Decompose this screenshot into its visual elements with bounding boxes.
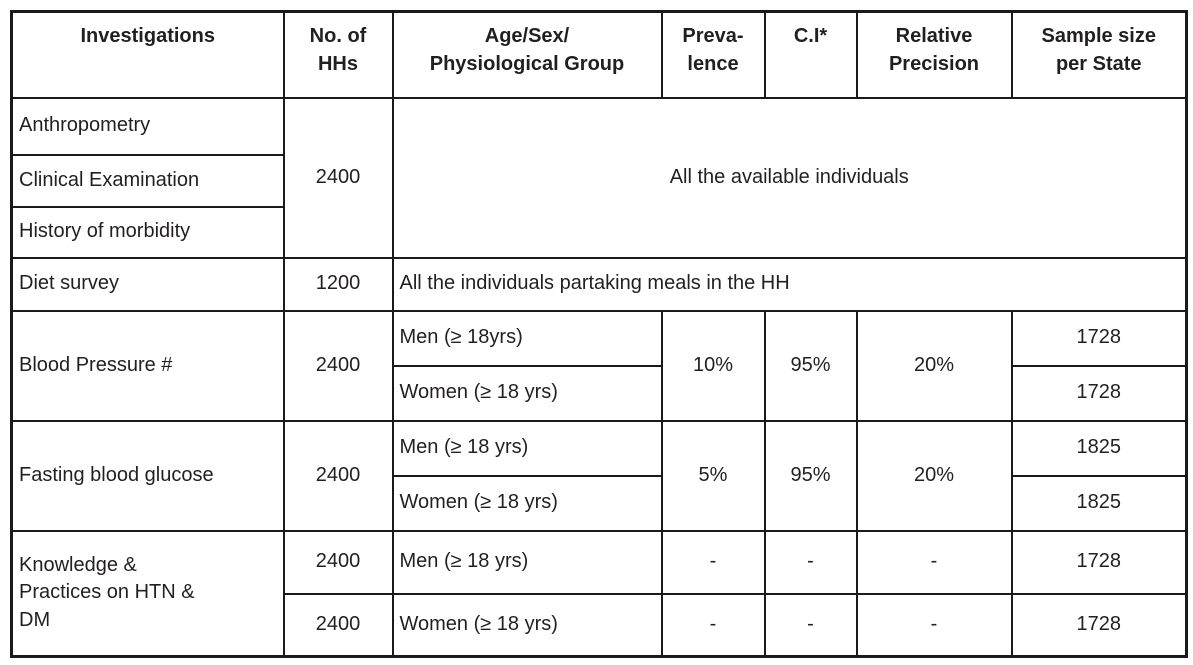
cell-bp-men-group: Men (≥ 18yrs) <box>391 309 663 367</box>
cell-kp-relative-precision-women: - <box>855 592 1013 658</box>
cell-kp-ci-men: - <box>763 529 858 595</box>
cell-group1-hhs: 2400 <box>282 96 394 259</box>
cell-kp-sample-women: 1728 <box>1010 592 1188 658</box>
table-row-blood-pressure-women: Women (≥ 18 yrs) 1728 <box>12 364 1188 422</box>
cell-fbg-prevalence: 5% <box>660 419 766 532</box>
header-investigations: Investigations <box>10 10 285 99</box>
cell-kp-ci-women: - <box>763 592 858 658</box>
cell-bp-ci: 95% <box>763 309 858 422</box>
cell-kp-men-group: Men (≥ 18 yrs) <box>391 529 663 595</box>
cell-kp-sample-men: 1728 <box>1010 529 1188 595</box>
cell-bp-relative-precision: 20% <box>855 309 1013 422</box>
cell-kp-relative-precision-men: - <box>855 529 1013 595</box>
cell-kp-label: Knowledge & Practices on HTN & DM <box>10 529 285 658</box>
cell-bp-prevalence: 10% <box>660 309 766 422</box>
cell-fbg-women-group: Women (≥ 18 yrs) <box>391 474 663 532</box>
table-row-knowledge-women: 2400 Women (≥ 18 yrs) - - - 1728 <box>12 592 1188 658</box>
cell-diet-label: Diet survey <box>10 256 285 312</box>
header-age-sex-group: Age/Sex/ Physiological Group <box>391 10 663 99</box>
header-relative-precision: Relative Precision <box>855 10 1013 99</box>
cell-fbg-sample-women: 1825 <box>1010 474 1188 532</box>
cell-bp-hhs: 2400 <box>282 309 394 422</box>
table-row-fasting-glucose-men: Fasting blood glucose 2400 Men (≥ 18 yrs… <box>10 419 1188 532</box>
cell-kp-prevalence-men: - <box>660 529 766 595</box>
cell-kp-hhs-men: 2400 <box>282 529 394 595</box>
cell-kp-women-group: Women (≥ 18 yrs) <box>391 592 663 658</box>
cell-fbg-sample-men: 1825 <box>1010 419 1188 477</box>
header-sample-size: Sample size per State <box>1010 10 1188 99</box>
header-no-of-hhs: No. of HHs <box>282 10 394 99</box>
table-row-blood-pressure-men: Blood Pressure # 2400 Men (≥ 18yrs) 10% … <box>10 309 1188 422</box>
cell-diet-hhs: 1200 <box>282 256 394 312</box>
cell-fbg-hhs: 2400 <box>282 419 394 532</box>
cell-fbg-men-group: Men (≥ 18 yrs) <box>391 419 663 477</box>
cell-bp-label: Blood Pressure # <box>10 309 285 422</box>
cell-group1-population: All the available individuals <box>391 96 1188 259</box>
cell-fbg-ci: 95% <box>763 419 858 532</box>
table-row-diet: Diet survey 1200 All the individuals par… <box>10 256 1188 312</box>
header-row: Investigations No. of HHs Age/Sex/ Physi… <box>10 10 1188 99</box>
cell-clinical-label: Clinical Examination <box>10 153 285 208</box>
cell-kp-prevalence-women: - <box>660 592 766 658</box>
header-prevalence: Preva- lence <box>660 10 766 99</box>
sampling-design-table: Investigations No. of HHs Age/Sex/ Physi… <box>10 10 1188 658</box>
cell-kp-hhs-women: 2400 <box>282 592 394 658</box>
cell-history-label: History of morbidity <box>10 205 285 259</box>
cell-bp-sample-men: 1728 <box>1010 309 1188 367</box>
cell-bp-women-group: Women (≥ 18 yrs) <box>391 364 663 422</box>
cell-fbg-label: Fasting blood glucose <box>10 419 285 532</box>
table-row-knowledge-men: Knowledge & Practices on HTN & DM 2400 M… <box>10 529 1188 658</box>
header-ci: C.I* <box>763 10 858 99</box>
cell-fbg-relative-precision: 20% <box>855 419 1013 532</box>
cell-bp-sample-women: 1728 <box>1010 364 1188 422</box>
table-row-clinical: Clinical Examination <box>10 153 1187 208</box>
table-row-fasting-glucose-women: Women (≥ 18 yrs) 1825 <box>12 474 1188 532</box>
table-row-history: History of morbidity <box>10 205 1187 259</box>
cell-anthropometry-label: Anthropometry <box>10 96 285 156</box>
table-row-anthropometry: Anthropometry 2400 All the available ind… <box>10 96 1188 259</box>
cell-diet-population: All the individuals partaking meals in t… <box>391 256 1188 312</box>
